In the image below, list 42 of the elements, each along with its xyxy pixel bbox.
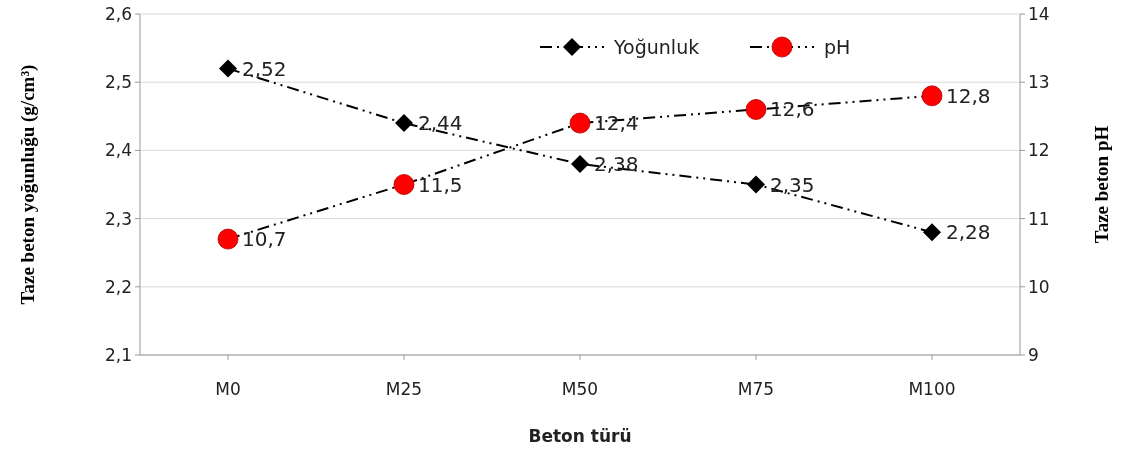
data-label: 2,28	[946, 220, 991, 245]
y2-tick-label: 10	[1028, 276, 1050, 297]
y-tick-label: 2,3	[104, 208, 132, 229]
point	[217, 228, 239, 250]
y-axis-title: Taze beton yoğunluğu (g/cm³)	[17, 64, 39, 305]
data-label: 12,6	[770, 97, 815, 122]
x-tick-label: M25	[385, 379, 423, 399]
x-tick-label: M0	[215, 379, 241, 399]
data-label: 12,8	[946, 83, 991, 108]
point	[747, 175, 765, 194]
x-tick-label: M75	[737, 379, 775, 399]
data-label: 2,44	[418, 111, 463, 136]
data-label: 12,4	[594, 111, 639, 136]
x-tick-label: M50	[561, 379, 599, 399]
y2-tick-label: 9	[1028, 345, 1039, 365]
y2-axis-title: Taze beton pH	[1091, 125, 1112, 244]
legend-label: pH	[824, 36, 851, 58]
point	[745, 99, 767, 120]
point	[571, 155, 589, 174]
legend-label: Yoğunluk	[613, 36, 700, 58]
point	[921, 85, 943, 107]
x-tick-label: M100	[908, 379, 956, 399]
data-label: 2,38	[594, 152, 639, 177]
y2-tick-label: 13	[1028, 72, 1050, 93]
data-label: 11,5	[418, 172, 463, 197]
y-tick-label: 2,4	[104, 140, 132, 161]
y-tick-label: 2,2	[104, 276, 132, 297]
x-axis-title: Beton türü	[528, 426, 632, 446]
y-tick-label: 2,5	[104, 72, 132, 93]
data-label: 2,52	[242, 56, 287, 81]
data-label: 10,7	[242, 227, 287, 252]
point	[219, 59, 237, 78]
y2-tick-label: 11	[1028, 208, 1050, 229]
point	[569, 112, 591, 134]
point	[923, 223, 941, 242]
data-label: 2,35	[770, 172, 815, 197]
y2-tick-label: 12	[1028, 140, 1050, 161]
point	[395, 114, 413, 133]
point	[393, 174, 415, 195]
y-tick-label: 2,6	[104, 4, 132, 24]
y2-tick-label: 14	[1028, 4, 1050, 24]
y-tick-label: 2,1	[104, 345, 132, 365]
